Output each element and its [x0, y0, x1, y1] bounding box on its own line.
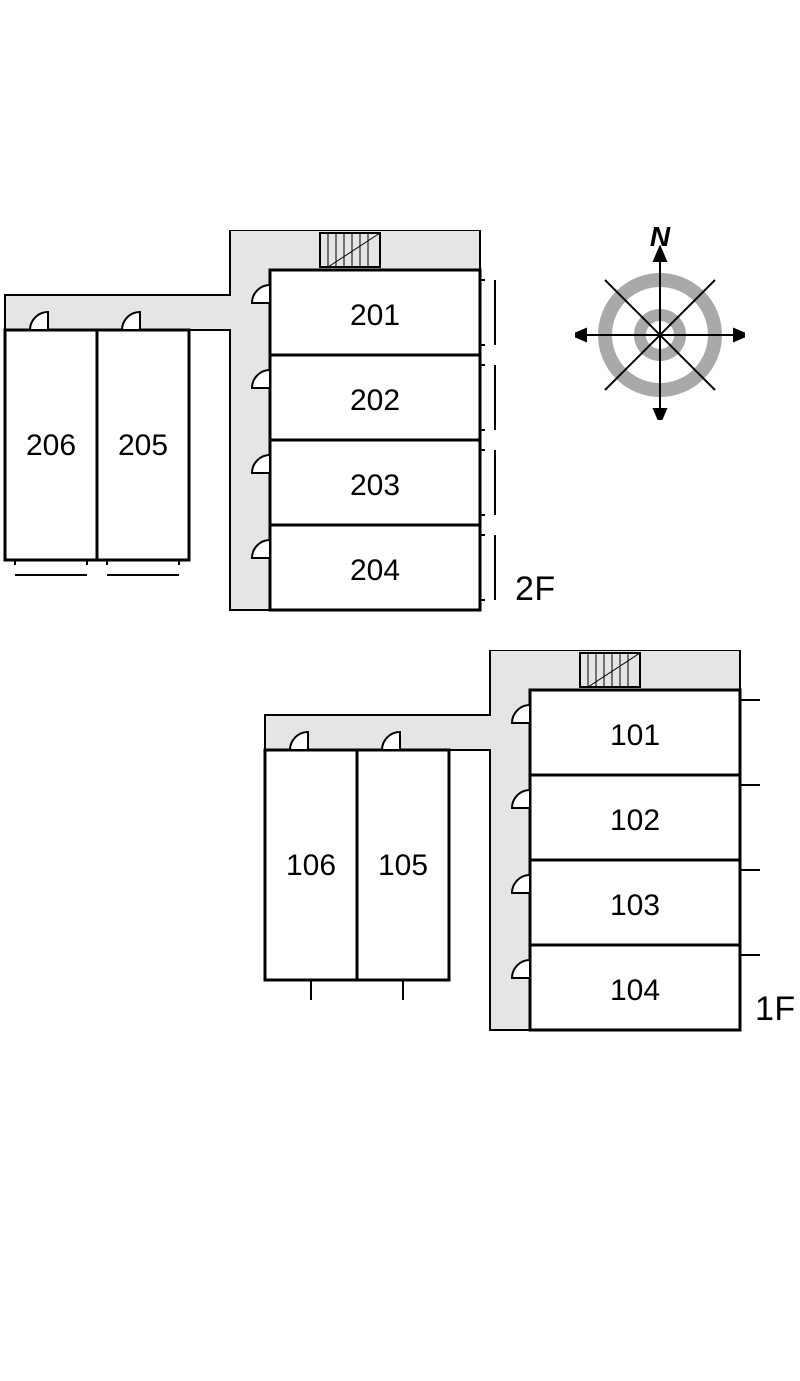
compass-icon: N — [575, 220, 745, 420]
compass-n-label: N — [650, 221, 671, 252]
floor-2f-label: 2F — [515, 570, 556, 609]
floor-2f-svg: 201 202 203 204 206 205 — [0, 230, 520, 660]
floor-1f-label: 1F — [755, 990, 796, 1029]
floor-1f-svg: 101 102 103 104 106 105 — [260, 650, 780, 1080]
floorplan-canvas: 201 202 203 204 206 205 2F — [0, 0, 800, 1381]
